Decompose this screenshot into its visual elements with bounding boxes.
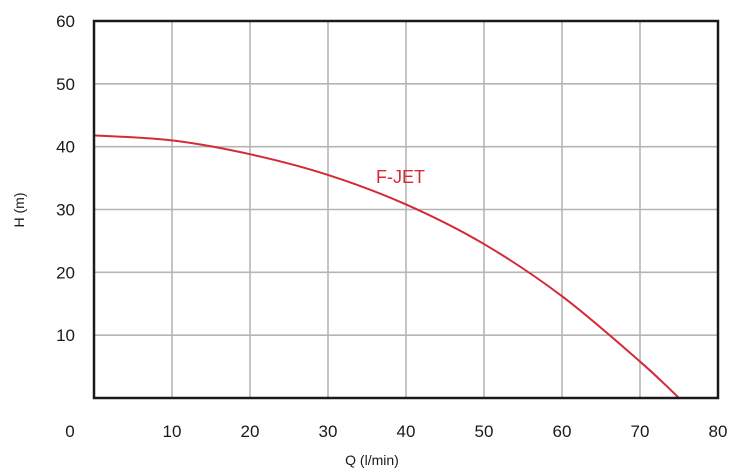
x-tick-label: 60	[553, 422, 572, 441]
y-tick-label: 10	[56, 326, 75, 345]
y-tick-label: 50	[56, 75, 75, 94]
series-label-f-jet: F-JET	[376, 167, 425, 187]
x-tick-label: 50	[475, 422, 494, 441]
y-tick-labels: 10 20 30 40 50 60	[56, 12, 75, 345]
y-tick-label: 60	[56, 12, 75, 31]
y-tick-label: 40	[56, 138, 75, 157]
y-tick-label: 20	[56, 263, 75, 282]
x-tick-label: 20	[241, 422, 260, 441]
x-tick-label: 40	[397, 422, 416, 441]
x-tick-label: 10	[163, 422, 182, 441]
x-tick-label: 70	[631, 422, 650, 441]
x-tick-labels: 0 10 20 30 40 50 60 70 80	[65, 422, 727, 441]
x-tick-label: 0	[65, 422, 74, 441]
series-line-f-jet	[93, 134, 680, 399]
y-tick-label: 30	[56, 201, 75, 220]
grid-lines	[94, 21, 718, 398]
x-tick-label: 30	[319, 422, 338, 441]
x-axis-label: Q (l/min)	[345, 452, 399, 468]
y-axis-label: H (m)	[11, 193, 27, 228]
plot-frame	[92, 19, 720, 400]
x-tick-label: 80	[709, 422, 728, 441]
